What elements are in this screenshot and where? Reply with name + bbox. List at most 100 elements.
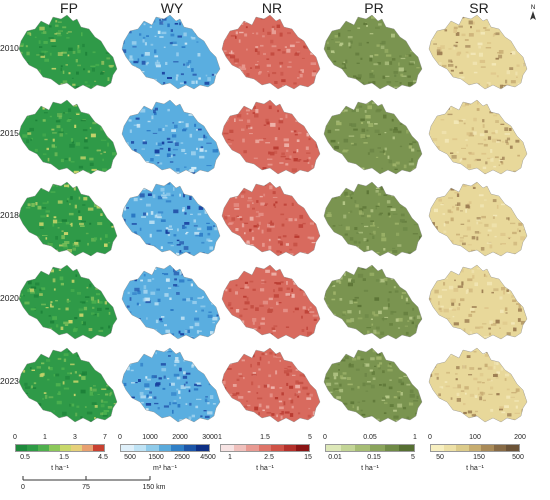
legend-swatch (121, 445, 134, 451)
legend-tick-top: 3000 (202, 434, 218, 441)
map-nr-2023 (221, 347, 321, 423)
scale-tick-0: 0 (21, 484, 25, 491)
legend-pr: 0 0.05 1 0.01 0.15 5 t ha⁻¹ (323, 434, 430, 500)
legend-swatch (171, 445, 184, 451)
map-nr-2015 (221, 99, 321, 175)
legend-fp: 0 1 3 7 0.5 1.5 4.5 t ha⁻¹ (13, 434, 120, 500)
year-label-2023: 2023 (0, 376, 19, 386)
legend-tick-bottom: 0.01 (328, 454, 342, 461)
legend-tick-top: 1000 (142, 434, 158, 441)
legend-tick-bottom: 500 (512, 454, 524, 461)
legend-swatch (340, 445, 356, 451)
map-nr-2018 (221, 181, 321, 257)
scale-tick-150: 150 km (142, 484, 166, 491)
legend-tick-top: 200 (514, 434, 526, 441)
column-header-pr: PR (364, 0, 384, 16)
legend-swatch (456, 445, 469, 451)
legend-tick-bottom: 2.5 (264, 454, 274, 461)
map-wy-2015 (121, 99, 221, 175)
legend-tick-top: 5 (308, 434, 312, 441)
legend-swatch (384, 445, 400, 451)
legend-swatch (146, 445, 159, 451)
legend-tick-bottom: 0.5 (20, 454, 30, 461)
map-sr-2010 (428, 14, 528, 90)
north-arrow-icon: N (530, 5, 536, 20)
map-sr-2018 (428, 181, 528, 257)
map-fp-2020 (18, 264, 118, 340)
legend-tick-top: 7 (103, 434, 107, 441)
year-label-2015: 2015 (0, 128, 19, 138)
legend-tick-bottom: 500 (124, 454, 136, 461)
legend-swatch (71, 445, 82, 451)
legend-swatch (431, 445, 444, 451)
map-pr-2010 (323, 14, 423, 90)
legend-swatch (16, 445, 27, 451)
legend-sr: 0 100 200 50 150 500 t ha⁻¹ (428, 434, 535, 500)
map-nr-2020 (221, 264, 321, 340)
legend-tick-bottom: 5 (411, 454, 415, 461)
legend-swatch (468, 445, 482, 451)
legend-tick-bottom: 50 (436, 454, 444, 461)
legend-nr: 1 1.5 5 1 2.5 15 t ha⁻¹ (218, 434, 325, 500)
scale-bar-line (22, 476, 151, 481)
legend-swatch (481, 445, 494, 451)
map-sr-2015 (428, 99, 528, 175)
legend-tick-top: 0 (323, 434, 327, 441)
legend-tick-bottom: 4500 (200, 454, 216, 461)
north-label: N (531, 5, 535, 11)
legend-tick-top: 0 (428, 434, 432, 441)
legend-unit: t ha⁻¹ (256, 465, 274, 472)
legend-swatch (355, 445, 371, 451)
legend-tick-top: 2000 (172, 434, 188, 441)
scale-bar: 0 75 150 km (20, 470, 165, 500)
legend-swatch (233, 445, 247, 451)
column-header-sr: SR (469, 0, 489, 16)
column-header-nr: NR (261, 0, 283, 16)
map-wy-2020 (121, 264, 221, 340)
year-label-2010: 2010 (0, 43, 19, 53)
legend-colorbar (430, 444, 520, 452)
legend-tick-top: 0 (118, 434, 122, 441)
legend-swatch (258, 445, 272, 451)
legend-swatch (271, 445, 284, 451)
legend-swatch (283, 445, 297, 451)
legend-unit: t ha⁻¹ (361, 465, 379, 472)
north-arrow: N (526, 2, 540, 27)
legend-tick-bottom: 1 (228, 454, 232, 461)
legend-swatch (443, 445, 457, 451)
legend-swatch (38, 445, 49, 451)
map-fp-2018 (18, 181, 118, 257)
legend-swatch (506, 445, 520, 451)
legend-swatch (326, 445, 341, 451)
legend-swatch (221, 445, 234, 451)
legend-tick-top: 1.5 (260, 434, 270, 441)
legend-swatch (49, 445, 60, 451)
legend-tick-bottom: 150 (473, 454, 485, 461)
legend-tick-top: 1 (43, 434, 47, 441)
legend-swatch (82, 445, 93, 451)
legend-swatch (183, 445, 197, 451)
legend-unit: m³ ha⁻¹ (153, 465, 177, 472)
legend-swatch (60, 445, 71, 451)
map-pr-2023 (323, 347, 423, 423)
legend-swatch (93, 445, 104, 451)
legend-tick-top: 0 (13, 434, 17, 441)
legend-swatch (133, 445, 147, 451)
map-sr-2020 (428, 264, 528, 340)
legend-wy: 0 1000 2000 3000 500 1500 2500 4500 m³ ha⁻¹ (118, 434, 225, 500)
map-fp-2015 (18, 99, 118, 175)
legend-swatch (399, 445, 415, 451)
column-header-wy: WY (160, 0, 184, 16)
legend-tick-bottom: 15 (304, 454, 312, 461)
legend-tick-bottom: 0.15 (367, 454, 381, 461)
legend-swatch (296, 445, 310, 451)
map-wy-2018 (121, 181, 221, 257)
legend-tick-top: 3 (73, 434, 77, 441)
legend-swatch (158, 445, 172, 451)
legend-swatch (370, 445, 385, 451)
legend-tick-bottom: 4.5 (98, 454, 108, 461)
map-fp-2023 (18, 347, 118, 423)
map-wy-2023 (121, 347, 221, 423)
legend-swatch (196, 445, 210, 451)
legend-tick-top: 100 (469, 434, 481, 441)
